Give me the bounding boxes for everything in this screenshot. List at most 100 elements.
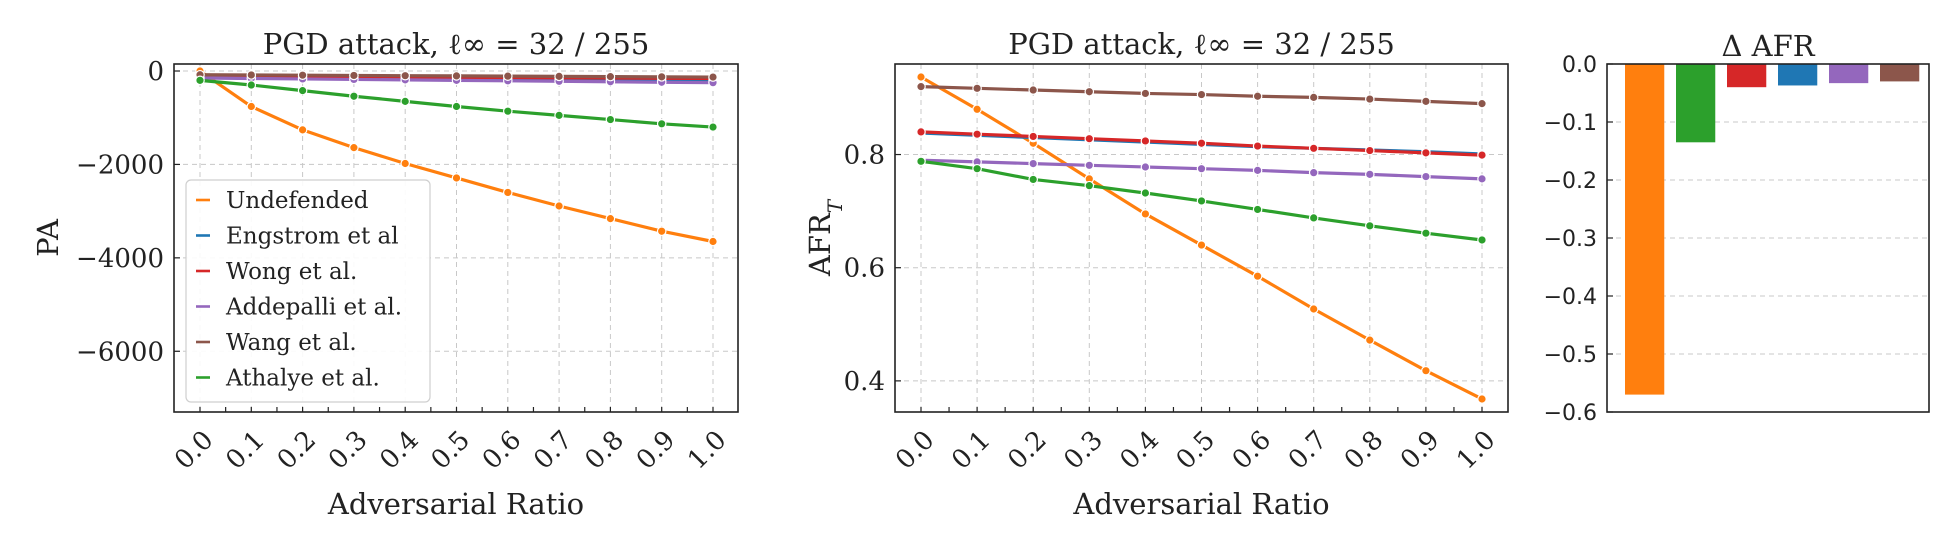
data-point xyxy=(1477,235,1487,245)
data-point xyxy=(1365,221,1375,231)
x-tick-label: 0.1 xyxy=(946,425,996,475)
data-point xyxy=(246,80,257,90)
x-tick-label: 0.9 xyxy=(1395,425,1445,475)
data-point xyxy=(554,71,564,82)
data-point xyxy=(708,236,718,247)
x-tick-label: 0.1 xyxy=(220,425,270,475)
data-point xyxy=(1196,138,1207,149)
data-point xyxy=(451,173,462,183)
series-line-3 xyxy=(916,127,1487,160)
x-axis-label: Adversarial Ratio xyxy=(1072,487,1329,521)
data-point xyxy=(1140,162,1151,172)
data-point xyxy=(1421,148,1431,158)
x-tick-label: 0.8 xyxy=(1339,425,1389,475)
y-tick-label: −0.1 xyxy=(1544,111,1597,136)
series-line-4 xyxy=(916,155,1487,184)
data-point xyxy=(1084,180,1095,191)
data-point xyxy=(1365,169,1375,180)
data-point xyxy=(400,158,410,169)
x-tick-label: 0.2 xyxy=(272,425,322,475)
series-athalye-et-al xyxy=(195,75,718,132)
data-point xyxy=(297,70,308,81)
y-tick-label: −0.2 xyxy=(1544,169,1597,194)
legend: Undefended Engstrom et al Wong et al. Addep… xyxy=(185,179,431,403)
legend-entry: Wong et al. xyxy=(226,259,357,285)
series-line-5 xyxy=(916,81,1487,109)
x-tick-label: 0.5 xyxy=(426,425,476,475)
series-line-6 xyxy=(916,156,1487,245)
legend-entry: Athalye et al. xyxy=(225,366,380,392)
y-axis-label-subscript: T xyxy=(823,198,847,213)
y-tick-label: −6000 xyxy=(76,337,164,367)
y-tick-label: 0 xyxy=(147,57,164,87)
x-tick-label: 0.5 xyxy=(1171,425,1221,475)
data-point xyxy=(1028,174,1038,185)
data-point xyxy=(1365,145,1375,156)
data-point xyxy=(1308,92,1319,103)
data-point xyxy=(297,125,308,135)
series-wang-et-al xyxy=(195,69,718,82)
data-point xyxy=(1308,304,1319,314)
data-point xyxy=(1084,133,1095,144)
data-point xyxy=(1140,136,1151,146)
bar-chart: 0.0 −0.1 −0.2 −0.3 −0.4 −0.5 −0.6 Δ AFR xyxy=(1544,29,1930,426)
data-point xyxy=(1028,158,1038,169)
x-tick-label: 0.6 xyxy=(1227,425,1277,475)
x-tick-label: 0.8 xyxy=(580,425,630,475)
y-tick-label: −0.4 xyxy=(1544,285,1597,310)
data-point xyxy=(972,104,982,115)
data-point xyxy=(1365,94,1375,104)
data-point xyxy=(1252,271,1263,281)
x-tick-label: 0.4 xyxy=(1115,425,1165,475)
data-point xyxy=(916,81,926,92)
data-point xyxy=(1196,196,1207,206)
data-point xyxy=(451,101,462,112)
x-tick-label: 0.7 xyxy=(1283,425,1333,475)
x-axis-label: Adversarial Ratio xyxy=(327,487,584,521)
data-point xyxy=(1308,143,1319,154)
bar xyxy=(1880,64,1920,82)
bar xyxy=(1676,64,1716,143)
data-point xyxy=(916,72,926,82)
data-point xyxy=(502,71,513,81)
data-point xyxy=(349,142,359,153)
data-point xyxy=(656,118,667,129)
bar xyxy=(1727,64,1767,88)
bar xyxy=(1778,64,1818,86)
data-point xyxy=(708,122,718,132)
data-point xyxy=(1421,96,1431,107)
data-point xyxy=(1196,89,1207,100)
data-point xyxy=(1421,171,1431,182)
data-point xyxy=(400,96,410,107)
legend-frame xyxy=(185,179,431,403)
legend-entry: Engstrom et al xyxy=(226,224,399,250)
data-point xyxy=(1421,228,1431,238)
data-point xyxy=(1365,335,1375,345)
chart-title: Δ AFR xyxy=(1721,29,1815,63)
data-point xyxy=(195,75,205,86)
data-point xyxy=(708,72,718,82)
data-point xyxy=(1477,394,1487,404)
data-point xyxy=(502,106,513,116)
data-point xyxy=(972,83,982,94)
x-tick-label: 0.7 xyxy=(528,425,578,475)
data-point xyxy=(451,71,462,81)
series-line-1 xyxy=(916,72,1487,404)
data-point xyxy=(1308,213,1319,223)
y-tick-label: 0.8 xyxy=(844,141,885,171)
data-point xyxy=(1477,150,1487,160)
data-point xyxy=(656,226,667,237)
data-point xyxy=(1140,209,1151,219)
x-tick-label: 0.2 xyxy=(1002,425,1052,475)
data-point xyxy=(1477,174,1487,184)
y-axis-label: PA xyxy=(31,218,65,257)
data-point xyxy=(916,127,926,137)
data-point xyxy=(605,114,616,125)
data-point xyxy=(1252,204,1263,215)
x-tick-label: 0.0 xyxy=(169,425,219,475)
legend-entry: Addepalli et al. xyxy=(225,295,402,321)
chart-title: PGD attack, ℓ∞ = 32 / 255 xyxy=(1008,27,1395,61)
x-tick-label: 0.9 xyxy=(631,425,681,475)
data-point xyxy=(246,70,257,80)
data-point xyxy=(1196,240,1207,250)
